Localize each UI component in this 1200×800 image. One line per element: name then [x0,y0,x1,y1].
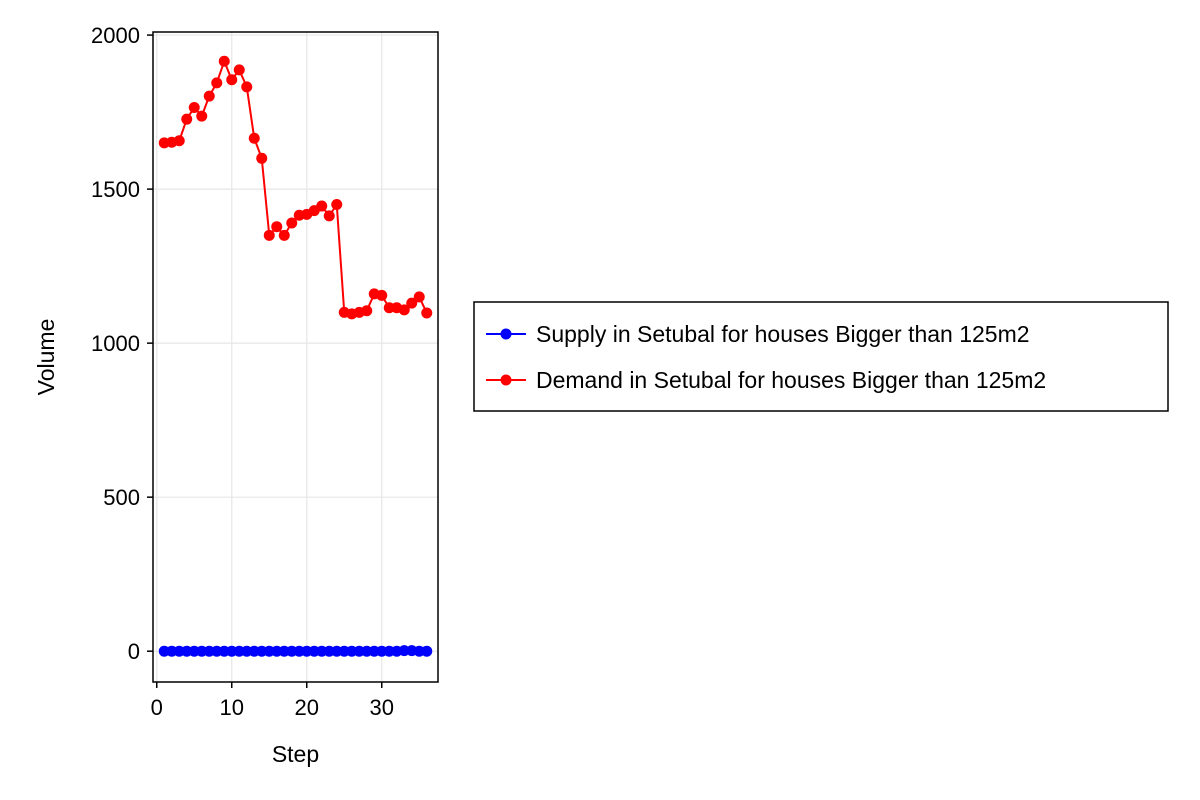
y-tick-label: 0 [128,639,140,664]
series-demand [158,55,433,320]
data-point-demand [398,304,410,316]
data-point-demand [233,64,245,76]
data-point-demand [316,200,328,212]
x-axis-title: Step [272,741,319,767]
data-point-demand [323,210,335,222]
data-point-demand [218,55,230,67]
data-point-demand [286,217,298,229]
data-point-demand [361,305,373,317]
data-point-demand [196,110,208,122]
legend: Supply in Setubal for houses Bigger than… [473,301,1169,412]
data-point-demand [278,229,290,241]
plot-area-background [153,32,438,682]
y-tick-label: 1000 [91,331,140,356]
x-tick-label: 30 [370,695,394,720]
y-axis-title: Volume [33,319,59,396]
data-point-demand [241,81,253,93]
y-tick-label: 1500 [91,177,140,202]
data-point-demand [248,132,260,144]
x-tick-label: 10 [220,695,244,720]
data-point-demand [406,297,418,309]
series-group [158,55,433,657]
legend-marker-demand [500,374,512,386]
legend-item-supply: Supply in Setubal for houses Bigger than… [486,321,1030,347]
data-point-demand [263,229,275,241]
data-point-demand [173,135,185,147]
x-axis-ticks: 0 10 20 30 [151,682,394,720]
x-tick-label: 0 [151,695,163,720]
legend-label-supply: Supply in Setubal for houses Bigger than… [536,321,1030,347]
data-point-demand [181,113,193,125]
data-point-supply [421,645,433,657]
legend-item-demand: Demand in Setubal for houses Bigger than… [486,367,1046,393]
data-point-demand [211,77,223,89]
data-point-demand [421,307,433,319]
data-point-demand [331,199,343,211]
y-tick-label: 2000 [91,23,140,48]
plot-frame [152,31,439,683]
data-point-demand [256,152,268,164]
series-supply [158,645,433,657]
legend-marker-supply [500,328,512,340]
y-axis-ticks: 0 500 1000 1500 2000 [91,23,153,664]
data-point-demand [188,101,200,113]
data-point-demand [376,289,388,301]
data-point-demand [413,291,425,303]
data-point-demand [271,221,283,233]
y-tick-label: 500 [103,485,140,510]
x-tick-label: 20 [295,695,319,720]
data-point-demand [226,74,238,86]
legend-label-demand: Demand in Setubal for houses Bigger than… [536,367,1046,393]
data-point-demand [203,90,215,102]
legend-box [473,301,1169,412]
